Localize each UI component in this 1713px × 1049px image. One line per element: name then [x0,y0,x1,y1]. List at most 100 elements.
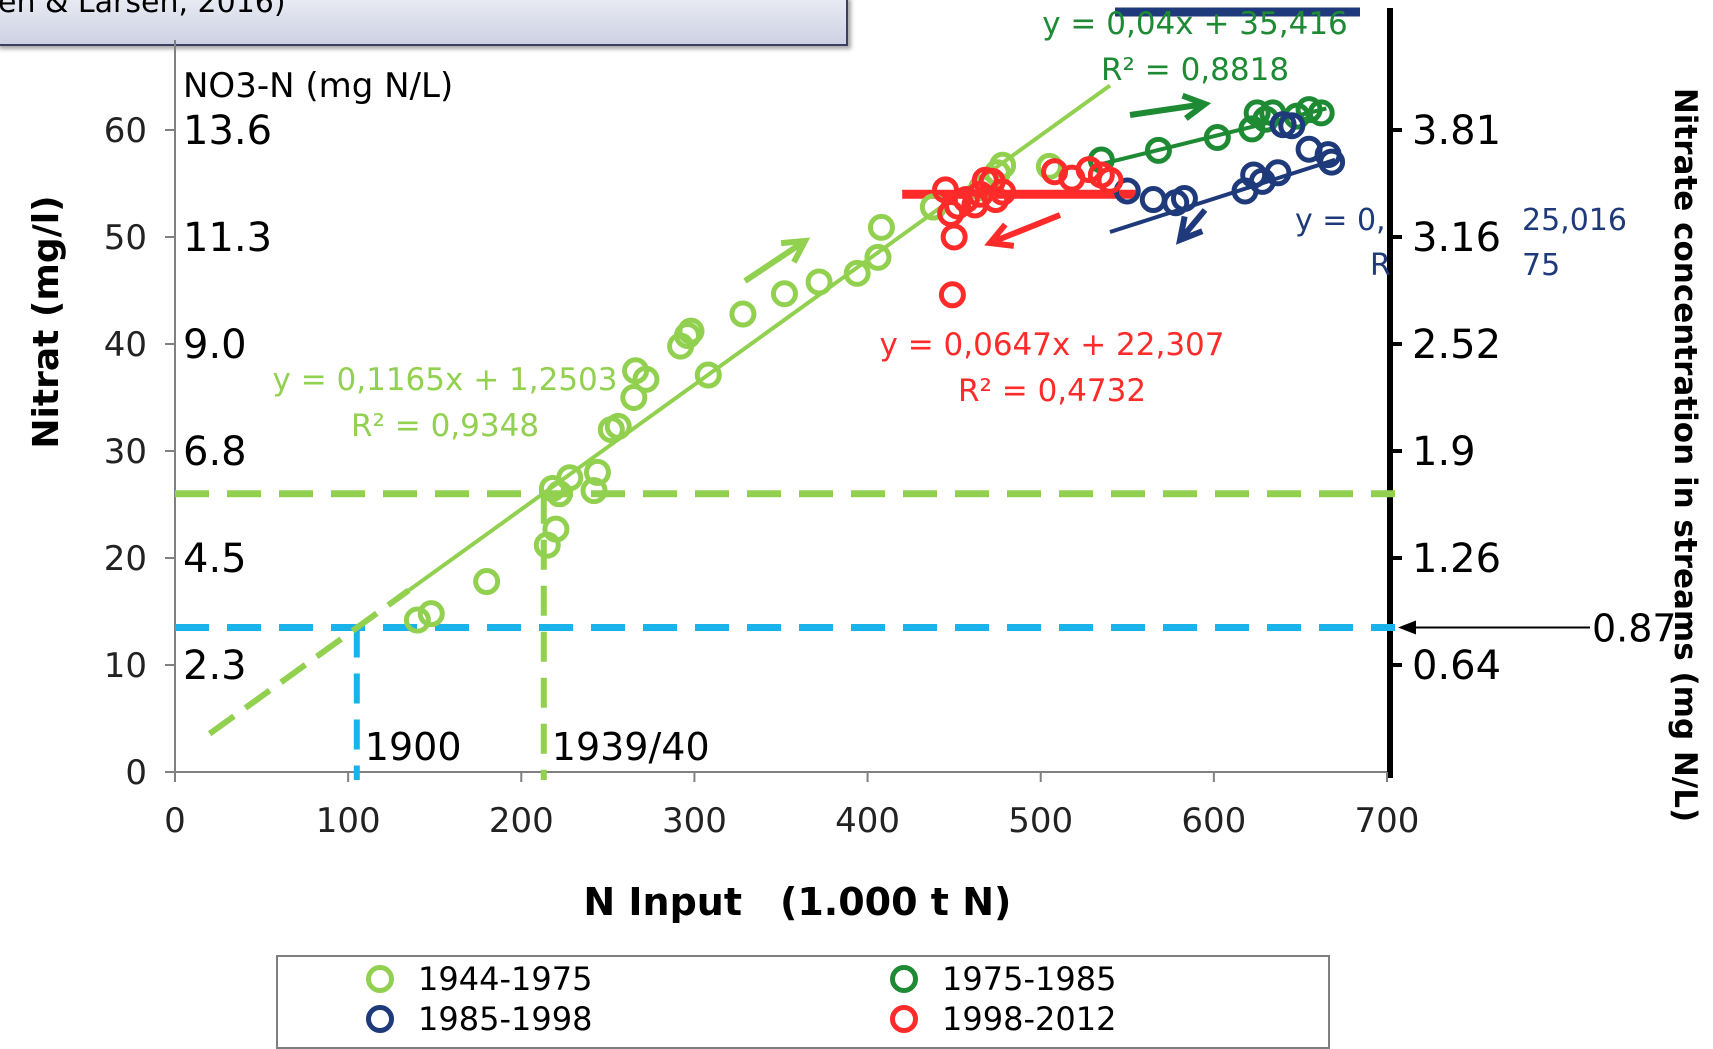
legend-item-1998-2012: 1998-2012 [890,1000,1116,1038]
annotation-arrow-head [1398,620,1416,635]
legend-marker [890,965,918,993]
source-caption-box: en & Larsen, 2016) [0,0,848,46]
data-point [1252,105,1280,133]
data-point [580,477,608,505]
source-caption: en & Larsen, 2016) [0,0,286,20]
y-inner-tick-label: 4.5 [183,536,247,582]
direction-arrow-navy [1177,208,1208,242]
y-tick-label: 50 [104,218,147,258]
trendline-equation: y = 0,04x + 35,416 [1042,6,1348,42]
right-tick-label: 0.64 [1412,643,1501,689]
data-point [1295,96,1323,124]
data-point [1307,99,1335,127]
x-tick-label: 100 [316,801,381,841]
data-point [583,458,611,486]
data-point [403,606,431,634]
data-point [843,259,871,287]
x-tick-label: 600 [1181,801,1246,841]
direction-arrow-dark-green-head [1181,92,1212,121]
x-axis-unit: (1.000 t N) [780,880,1011,924]
y-tick-label: 40 [104,325,147,365]
reference-year-label: 1939/40 [552,725,710,769]
data-point [1035,152,1063,180]
data-point [989,178,1017,206]
data-point [417,600,445,628]
direction-arrow-red-head [984,222,1015,249]
data-point [1264,159,1292,187]
trendline-r2: R² = 0,4732 [958,373,1146,409]
legend-item-1944-1975: 1944-1975 [366,960,592,998]
data-point [864,243,892,271]
data-points-group [403,96,1346,634]
y-inner-tick-label: 9.0 [183,322,247,368]
legend-label: 1985-1998 [418,1000,593,1038]
data-point [542,515,570,543]
data-point [1170,184,1198,212]
data-point [1318,148,1346,176]
x-tick-label: 0 [164,801,186,841]
data-point [867,213,895,241]
x-tick-label: 300 [662,801,727,841]
annotation-label: 0.87 [1592,607,1677,651]
data-point [1203,123,1231,151]
data-point [632,365,660,393]
legend-item-1985-1998: 1985-1998 [366,1000,592,1038]
x-tick-label: 700 [1355,801,1420,841]
axes-group: 0 100 200 300 400 500 600 700 0 10 20 30 40 50 60 2.3 4.… [26,8,1501,924]
data-point [1144,136,1172,164]
trendline-r2-fragment: 75 [1522,248,1560,283]
trendline-equation: y = 0,1165x + 1,2503 [273,362,618,398]
x-tick-label: 500 [1008,801,1073,841]
right-tick-label: 1.26 [1412,536,1501,582]
x-tick-label: 200 [489,801,554,841]
direction-arrow-red [988,212,1062,246]
x-axis-title: N Input [583,880,742,924]
trendline-r2: R² = 0,8818 [1101,52,1289,88]
data-point [1139,186,1167,214]
direction-arrow-light-green [743,238,807,284]
y-tick-label: 10 [104,646,147,686]
direction-arrow-navy-head [1175,215,1204,245]
data-point [694,361,722,389]
legend: 1944-1975 1975-1985 1985-1998 1998-2012 [276,955,1330,1049]
y-axis-title-right: Nitrate concentration in streams (mg N/L… [1667,87,1703,823]
legend-label: 1998-2012 [942,1000,1117,1038]
data-point [556,464,584,492]
y-tick-label: 30 [104,432,147,472]
data-point [1278,112,1306,140]
trendline-extension [207,587,411,737]
y-axis-inner-title: NO3-N (mg N/L) [183,66,453,106]
trendline-r2-fragment: R [1370,248,1391,283]
legend-marker [890,1005,918,1033]
legend-label: 1944-1975 [418,960,593,998]
data-point [938,281,966,309]
y-inner-tick-label: 13.6 [183,108,272,154]
data-point [473,568,501,596]
direction-arrow-dark-green [1129,101,1206,118]
right-tick-label: 3.16 [1412,215,1501,261]
legend-marker [366,965,394,993]
trendline-equation: y = 0,0647x + 22,307 [880,327,1225,363]
data-point [620,384,648,411]
trendline-equation-fragment: 25,016 [1522,203,1627,238]
reference-lines-group [175,490,1395,780]
legend-label: 1975-1985 [942,960,1117,998]
chart-labels-group: 1939/40 1900 y = 0,1165x + 1,2503 R² = 0,93… [273,6,1677,769]
right-tick-label: 2.52 [1412,322,1501,368]
y-tick-label: 20 [104,539,147,579]
data-point [604,412,632,440]
trendline [1109,157,1336,234]
data-point [1096,166,1124,194]
x-tick-label: 400 [835,801,900,841]
y-inner-tick-label: 11.3 [183,215,272,261]
legend-item-1975-1985: 1975-1985 [890,960,1116,998]
y-inner-tick-label: 2.3 [183,643,247,689]
trendline-equation-fragment: y = 0, [1295,203,1386,238]
data-point [729,300,757,328]
legend-marker [366,1005,394,1033]
y-tick-label: 0 [125,753,147,793]
data-point [940,223,968,251]
trendline-r2: R² = 0,9348 [351,408,539,444]
